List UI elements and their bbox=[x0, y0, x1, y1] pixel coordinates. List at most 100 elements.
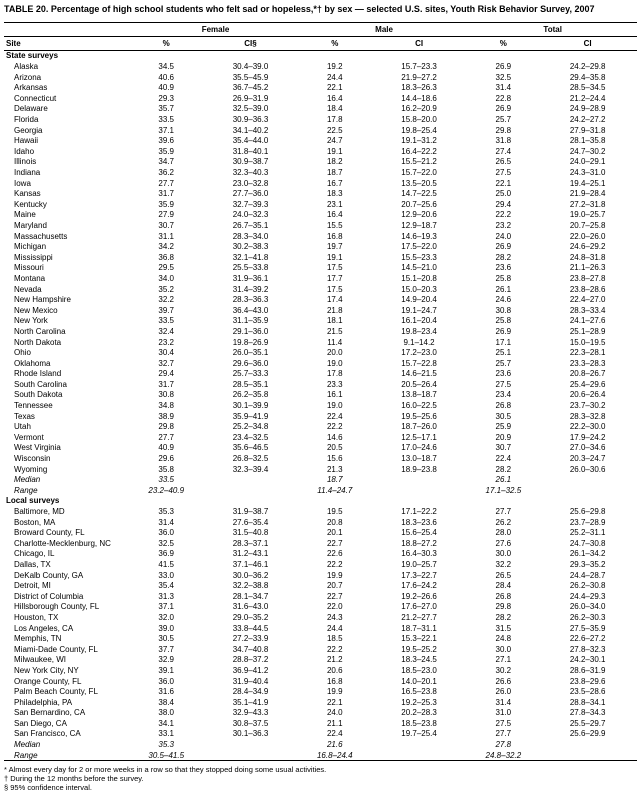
value-cell: 24.4 bbox=[300, 623, 370, 634]
value-cell bbox=[370, 739, 469, 750]
value-cell: 29.6–36.0 bbox=[201, 358, 300, 369]
value-cell: 22.3–28.1 bbox=[538, 347, 637, 358]
value-cell: 20.6–26.4 bbox=[538, 390, 637, 401]
table-row: Indiana36.232.3–40.318.715.7–22.027.524.… bbox=[4, 167, 637, 178]
value-cell: 33.5 bbox=[131, 114, 201, 125]
value-cell: 14.6 bbox=[300, 432, 370, 443]
value-cell: 16.1–20.4 bbox=[370, 316, 469, 327]
value-cell: 24.4–28.7 bbox=[538, 570, 637, 581]
value-cell: 18.3–24.5 bbox=[370, 655, 469, 666]
value-cell: 23.8–27.8 bbox=[538, 273, 637, 284]
table-row: Detroit, MI35.432.2–38.820.717.6–24.228.… bbox=[4, 580, 637, 591]
value-cell: 28.2 bbox=[468, 464, 538, 475]
table-row: San Diego, CA34.130.8–37.521.118.5–23.82… bbox=[4, 718, 637, 729]
value-cell: 23.3 bbox=[300, 379, 370, 390]
value-cell: 17.6–27.0 bbox=[370, 602, 469, 613]
value-cell: 24.6–29.2 bbox=[538, 241, 637, 252]
site-cell: Charlotte-Mecklenburg, NC bbox=[4, 538, 131, 549]
table-row: Connecticut29.326.9–31.916.414.4–18.622.… bbox=[4, 93, 637, 104]
value-cell: 23.2 bbox=[131, 337, 201, 348]
value-cell: 27.5 bbox=[468, 379, 538, 390]
value-cell: 13.8–18.7 bbox=[370, 390, 469, 401]
value-cell: 27.2–31.8 bbox=[538, 199, 637, 210]
table-row: Houston, TX32.029.0–35.224.321.2–27.728.… bbox=[4, 612, 637, 623]
value-cell: 16.7 bbox=[300, 178, 370, 189]
value-cell: 30.0 bbox=[468, 644, 538, 655]
value-cell: 38.0 bbox=[131, 708, 201, 719]
value-cell: 30.5–41.5 bbox=[131, 750, 201, 761]
site-cell: Iowa bbox=[4, 178, 131, 189]
table-row: Delaware35.732.5–39.018.416.2–20.926.924… bbox=[4, 104, 637, 115]
value-cell: 34.8 bbox=[131, 400, 201, 411]
site-cell: San Diego, CA bbox=[4, 718, 131, 729]
table-row: Michigan34.230.2–38.319.717.5–22.026.924… bbox=[4, 241, 637, 252]
value-cell: 25.2–31.1 bbox=[538, 527, 637, 538]
value-cell: 25.1–28.9 bbox=[538, 326, 637, 337]
value-cell: 23.7–28.9 bbox=[538, 517, 637, 528]
value-cell: 24.1–27.6 bbox=[538, 316, 637, 327]
value-cell: 27.8–34.3 bbox=[538, 708, 637, 719]
footnote: † During the 12 months before the survey… bbox=[4, 774, 637, 783]
table-row: New Hampshire32.228.3–36.317.414.9–20.42… bbox=[4, 294, 637, 305]
value-cell: 32.3–39.4 bbox=[201, 464, 300, 475]
value-cell: 12.9–20.6 bbox=[370, 210, 469, 221]
table-row: Massachusetts31.128.3–34.016.814.6–19.32… bbox=[4, 231, 637, 242]
head-male: Male bbox=[300, 22, 469, 36]
value-cell: 19.8–25.4 bbox=[370, 125, 469, 136]
value-cell: 18.3 bbox=[300, 188, 370, 199]
value-cell bbox=[538, 485, 637, 496]
table-row: Ohio30.426.0–35.120.017.2–23.025.122.3–2… bbox=[4, 347, 637, 358]
site-cell: San Bernardino, CA bbox=[4, 708, 131, 719]
site-cell: District of Columbia bbox=[4, 591, 131, 602]
site-cell: North Dakota bbox=[4, 337, 131, 348]
value-cell: 19.7 bbox=[300, 241, 370, 252]
value-cell: 35.8 bbox=[131, 464, 201, 475]
value-cell: 17.1–32.5 bbox=[468, 485, 538, 496]
value-cell: 18.7 bbox=[300, 474, 370, 485]
site-cell: Boston, MA bbox=[4, 517, 131, 528]
value-cell: 21.5 bbox=[300, 326, 370, 337]
value-cell: 28.4–34.9 bbox=[201, 686, 300, 697]
value-cell: 38.4 bbox=[131, 697, 201, 708]
site-cell: Arkansas bbox=[4, 82, 131, 93]
value-cell: 40.6 bbox=[131, 72, 201, 83]
site-cell: Vermont bbox=[4, 432, 131, 443]
site-cell: Wyoming bbox=[4, 464, 131, 475]
value-cell: 26.1 bbox=[468, 284, 538, 295]
site-cell: Dallas, TX bbox=[4, 559, 131, 570]
value-cell: 21.1 bbox=[300, 718, 370, 729]
value-cell: 36.0 bbox=[131, 676, 201, 687]
value-cell: 17.5 bbox=[300, 263, 370, 274]
value-cell: 31.9–40.4 bbox=[201, 676, 300, 687]
value-cell: 18.5 bbox=[300, 633, 370, 644]
site-cell: Missouri bbox=[4, 263, 131, 274]
value-cell: 34.2 bbox=[131, 241, 201, 252]
value-cell: 26.1 bbox=[468, 474, 538, 485]
value-cell: 28.4 bbox=[468, 580, 538, 591]
value-cell: 16.8 bbox=[300, 676, 370, 687]
value-cell: 26.7–35.1 bbox=[201, 220, 300, 231]
value-cell: 33.0 bbox=[131, 570, 201, 581]
value-cell: 19.1–31.2 bbox=[370, 135, 469, 146]
value-cell: 32.5 bbox=[131, 538, 201, 549]
value-cell: 12.5–17.1 bbox=[370, 432, 469, 443]
value-cell: 19.0–25.7 bbox=[370, 559, 469, 570]
head-total: Total bbox=[468, 22, 637, 36]
table-row: Georgia37.134.1–40.222.519.8–25.429.827.… bbox=[4, 125, 637, 136]
subhead-pct: % bbox=[468, 36, 538, 50]
value-cell: 30.4–39.0 bbox=[201, 61, 300, 72]
value-cell: 19.5–25.6 bbox=[370, 411, 469, 422]
value-cell: 16.4 bbox=[300, 93, 370, 104]
site-cell: Kansas bbox=[4, 188, 131, 199]
value-cell: 13.0–18.7 bbox=[370, 453, 469, 464]
value-cell: 25.7 bbox=[468, 114, 538, 125]
value-cell: 15.7–23.3 bbox=[370, 61, 469, 72]
value-cell: 15.0–19.5 bbox=[538, 337, 637, 348]
value-cell: 40.9 bbox=[131, 82, 201, 93]
table-row: South Carolina31.728.5–35.123.320.5–26.4… bbox=[4, 379, 637, 390]
section-header: Local surveys bbox=[4, 496, 637, 507]
value-cell: 34.7 bbox=[131, 157, 201, 168]
site-cell: Palm Beach County, FL bbox=[4, 686, 131, 697]
value-cell: 35.4 bbox=[131, 580, 201, 591]
value-cell: 12.9–18.7 bbox=[370, 220, 469, 231]
